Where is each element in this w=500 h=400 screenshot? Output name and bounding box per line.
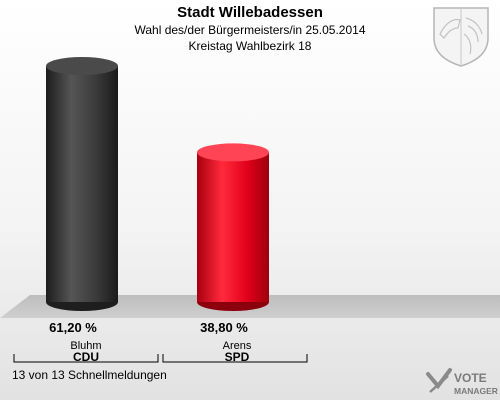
category-bracket-cdu [13, 354, 159, 363]
vote-manager-logo: VOTE MANAGER [426, 368, 498, 396]
district-label: Kreistag Wahlbezirk 18 [188, 39, 312, 53]
bar-body-spd [197, 152, 269, 302]
party-label-spd: SPD [225, 350, 250, 364]
category-bracket-spd [162, 354, 308, 363]
reporting-status: 13 von 13 Schnellmeldungen [12, 368, 167, 382]
candidate-label-spd: Arens [223, 340, 252, 352]
bar-top-spd [197, 143, 269, 162]
party-label-cdu: CDU [73, 350, 99, 364]
bar-body-cdu [46, 66, 118, 302]
bar-cdu [46, 57, 118, 311]
logo-text-manager: MANAGER [454, 386, 498, 396]
bar-spd [197, 143, 269, 311]
bar-top-cdu [46, 57, 118, 75]
logo-text-vote: VOTE [454, 371, 487, 385]
candidate-label-cdu: Bluhm [70, 340, 101, 352]
value-label-cdu: 61,20 % [49, 320, 97, 335]
coat-of-arms-icon [433, 7, 489, 67]
chart-subtitle: Wahl des/der Bürgermeisters/in 25.05.201… [134, 23, 366, 37]
chart-title: Stadt Willebadessen [177, 4, 323, 21]
value-label-spd: 38,80 % [200, 320, 248, 335]
